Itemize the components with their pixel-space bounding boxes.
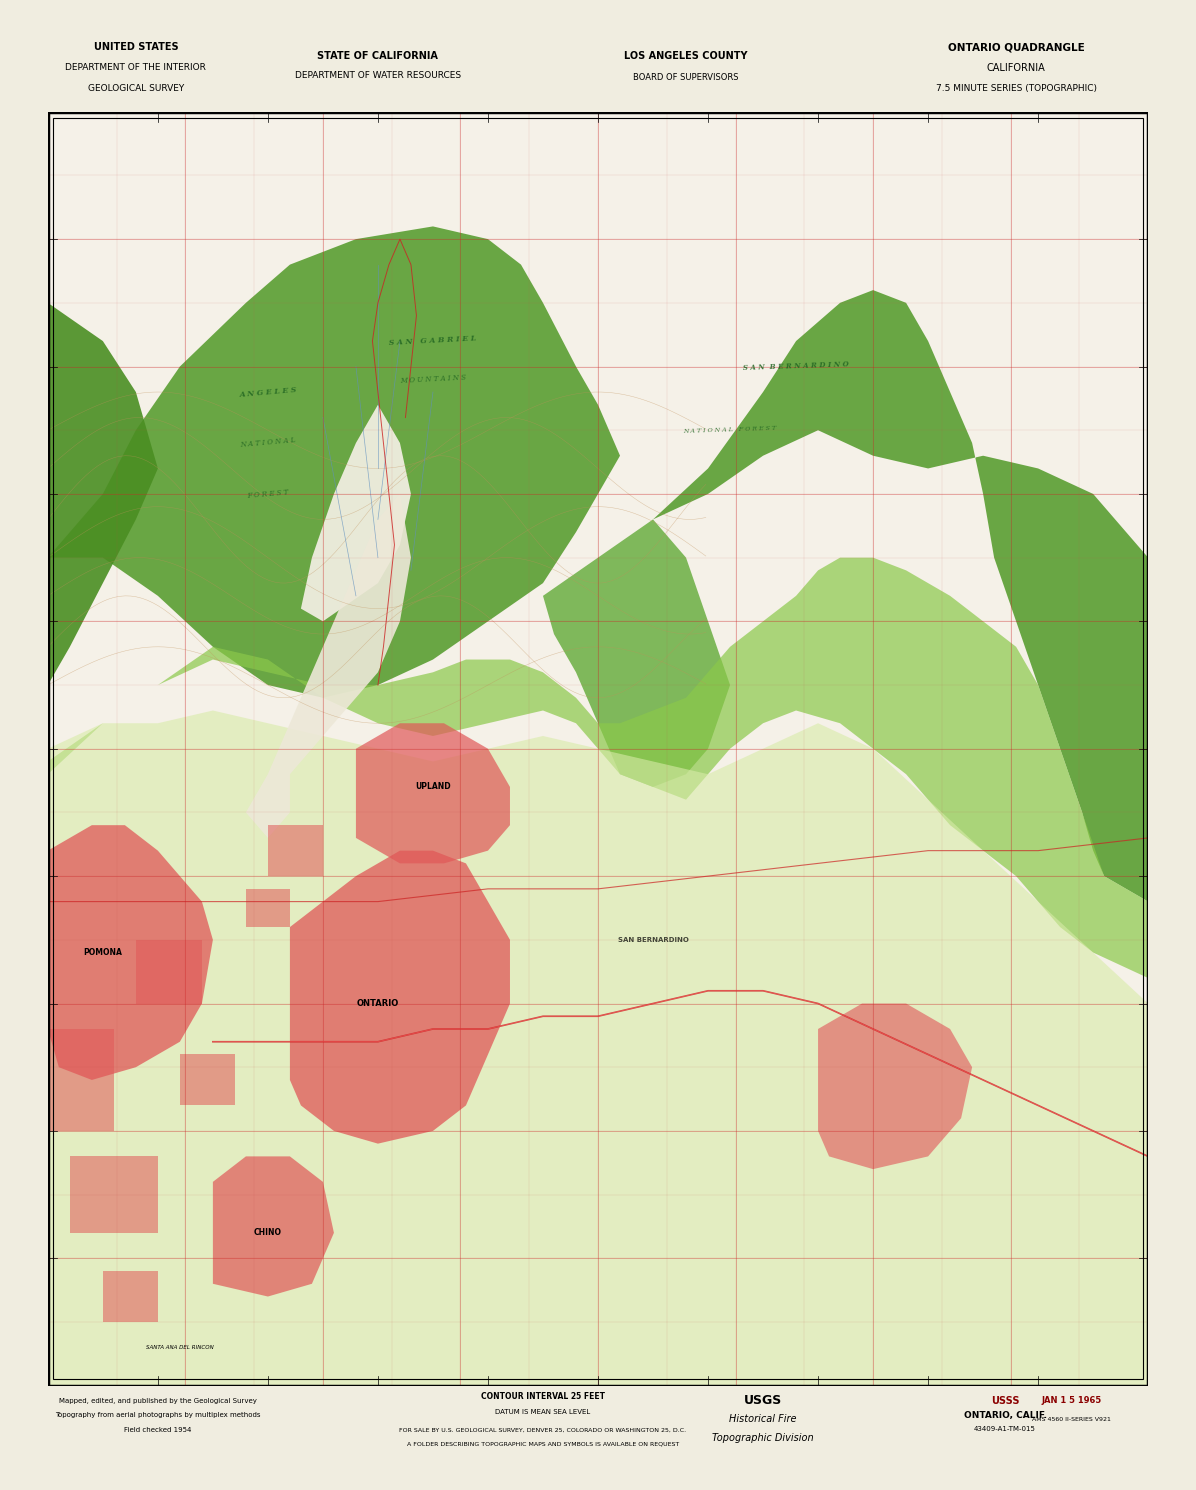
Text: N A T I O N A L: N A T I O N A L — [239, 437, 297, 450]
Text: SANTA ANA DEL RINCON: SANTA ANA DEL RINCON — [146, 1345, 214, 1350]
Polygon shape — [48, 302, 158, 685]
Polygon shape — [48, 825, 213, 1080]
Text: S A N  B E R N A R D I N O: S A N B E R N A R D I N O — [743, 361, 849, 372]
Text: Historical Fire: Historical Fire — [730, 1414, 797, 1424]
Text: FOR SALE BY U.S. GEOLOGICAL SURVEY, DENVER 25, COLORADO OR WASHINGTON 25, D.C.: FOR SALE BY U.S. GEOLOGICAL SURVEY, DENV… — [399, 1427, 687, 1433]
Text: LOS ANGELES COUNTY: LOS ANGELES COUNTY — [624, 51, 748, 61]
Text: Topography from aerial photographs by multiplex methods: Topography from aerial photographs by mu… — [55, 1413, 261, 1418]
Bar — [103, 1271, 158, 1322]
Bar — [48, 1030, 114, 1131]
Text: ONTARIO: ONTARIO — [356, 998, 399, 1009]
Text: Field checked 1954: Field checked 1954 — [124, 1427, 191, 1433]
Text: N A T I O N A L   F O R E S T: N A T I O N A L F O R E S T — [683, 426, 776, 435]
Text: A FOLDER DESCRIBING TOPOGRAPHIC MAPS AND SYMBOLS IS AVAILABLE ON REQUEST: A FOLDER DESCRIBING TOPOGRAPHIC MAPS AND… — [407, 1441, 679, 1447]
Text: DATUM IS MEAN SEA LEVEL: DATUM IS MEAN SEA LEVEL — [495, 1408, 591, 1416]
Text: USSS: USSS — [990, 1396, 1019, 1405]
Text: USGS: USGS — [744, 1395, 782, 1407]
Text: JAN 1 5 1965: JAN 1 5 1965 — [1041, 1396, 1102, 1405]
Bar — [69, 1156, 158, 1232]
Polygon shape — [48, 557, 1148, 977]
Polygon shape — [246, 495, 411, 837]
Text: CALIFORNIA: CALIFORNIA — [987, 63, 1045, 73]
Bar — [136, 940, 202, 1004]
Text: GEOLOGICAL SURVEY: GEOLOGICAL SURVEY — [87, 83, 184, 92]
Polygon shape — [301, 405, 411, 621]
Polygon shape — [818, 1004, 972, 1170]
Text: Topographic Division: Topographic Division — [713, 1433, 813, 1442]
Text: ONTARIO QUADRANGLE: ONTARIO QUADRANGLE — [947, 42, 1085, 52]
Bar — [268, 825, 323, 876]
Text: BOARD OF SUPERVISORS: BOARD OF SUPERVISORS — [633, 73, 739, 82]
Text: UNITED STATES: UNITED STATES — [93, 42, 178, 52]
Polygon shape — [48, 226, 620, 697]
Text: S A N   G A B R I E L: S A N G A B R I E L — [389, 335, 477, 347]
Text: POMONA: POMONA — [84, 948, 122, 957]
Text: CHINO: CHINO — [254, 1228, 282, 1237]
Polygon shape — [653, 291, 1148, 901]
Text: 43409-A1-TM-015: 43409-A1-TM-015 — [975, 1426, 1036, 1432]
Text: 7.5 MINUTE SERIES (TOPOGRAPHIC): 7.5 MINUTE SERIES (TOPOGRAPHIC) — [935, 83, 1097, 92]
Text: CONTOUR INTERVAL 25 FEET: CONTOUR INTERVAL 25 FEET — [481, 1392, 605, 1402]
Text: ONTARIO, CALIF.: ONTARIO, CALIF. — [964, 1411, 1046, 1420]
Text: DEPARTMENT OF THE INTERIOR: DEPARTMENT OF THE INTERIOR — [66, 63, 206, 73]
Polygon shape — [213, 1156, 334, 1296]
Bar — [179, 1055, 234, 1106]
Text: M O U N T A I N S: M O U N T A I N S — [399, 374, 466, 384]
Text: Mapped, edited, and published by the Geological Survey: Mapped, edited, and published by the Geo… — [59, 1398, 257, 1404]
Text: AMS 4560 II-SERIES V921: AMS 4560 II-SERIES V921 — [1032, 1417, 1111, 1421]
Polygon shape — [356, 723, 509, 863]
Text: F O R E S T: F O R E S T — [246, 489, 289, 499]
Polygon shape — [543, 520, 730, 787]
Text: SAN BERNARDINO: SAN BERNARDINO — [617, 937, 689, 943]
Text: A N G E L E S: A N G E L E S — [239, 386, 297, 398]
Text: DEPARTMENT OF WATER RESOURCES: DEPARTMENT OF WATER RESOURCES — [295, 72, 460, 80]
Polygon shape — [48, 711, 1148, 1386]
Text: UPLAND: UPLAND — [415, 782, 451, 791]
Text: STATE OF CALIFORNIA: STATE OF CALIFORNIA — [317, 51, 439, 61]
Polygon shape — [289, 851, 509, 1144]
Bar — [246, 890, 289, 927]
